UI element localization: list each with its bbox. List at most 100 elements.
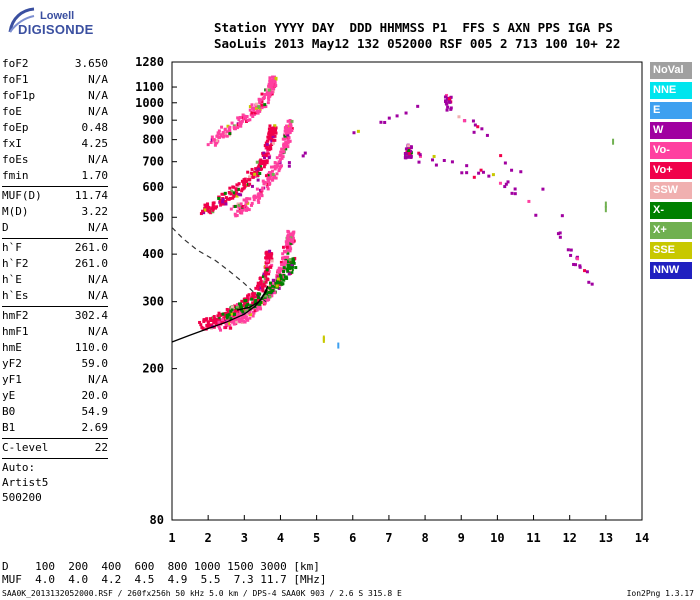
echo-point [235,312,239,316]
echo-point [221,318,225,322]
echo-point [220,192,224,196]
echo-point [235,309,239,313]
echo-point [252,311,256,315]
echo-point [256,281,260,285]
echo-point [242,314,246,318]
echo-point [227,317,231,321]
echo-point [289,124,293,128]
echo-point [265,254,269,258]
echo-point [255,308,259,312]
echo-point [282,256,286,260]
echo-point [247,311,251,315]
echo-point [267,269,271,273]
echo-point [258,196,262,200]
echo-point [273,124,277,128]
logo-line-1: Lowell [40,10,75,22]
echo-point [248,108,252,112]
echo-point [250,297,254,301]
x-tick-label: 1 [168,531,175,545]
echo-point [291,259,295,263]
param-row-foep: foEp 0.48 [2,120,108,136]
echo-point [282,278,286,282]
echo-point [290,266,294,270]
echo-point [243,114,247,118]
y-tick-label: 300 [142,295,164,309]
echo-point [205,202,209,206]
echo-point [245,200,249,204]
echo-point [406,148,410,152]
echo-point [266,135,270,139]
echo-point [271,141,275,145]
echo-point [285,245,289,249]
echo-point [250,103,254,107]
echo-point [282,264,286,268]
echo-point [267,174,271,178]
logo-line-2: DIGISONDE [18,22,94,37]
echo-point [288,126,292,130]
echo-point [258,109,262,113]
echo-point [271,278,275,282]
echo-point [569,248,573,252]
echo-point [214,319,218,323]
echo-point [273,134,277,138]
echo-point [266,154,270,158]
echo-point [215,134,219,138]
legend-item-nnw: NNW [650,262,692,279]
echo-point [263,144,267,148]
echo-point [263,277,267,281]
y-tick-label: 80 [150,513,164,527]
echo-point [229,326,233,330]
echo-point [266,179,270,183]
echo-point [253,172,257,176]
echo-point [585,270,589,274]
echo-point [212,325,216,329]
param-name: B0 [2,405,16,418]
echo-point [256,170,260,174]
param-value: N/A [88,221,108,234]
echo-point [238,313,242,317]
echo-point [444,101,448,105]
echo-point [265,268,269,272]
echo-point [248,307,252,311]
echo-point [290,268,294,272]
param-row-mufd: MUF(D) 11.74 [2,188,108,204]
echo-point [291,236,295,240]
echo-point [272,75,276,79]
echo-point [232,312,236,316]
echo-point [251,294,255,298]
echo-point [293,256,297,260]
param-row-hme: hmE 110.0 [2,340,108,356]
param-name: hmE [2,341,22,354]
echo-point [251,175,255,179]
echo-point [221,320,225,324]
echo-point [235,191,239,195]
echo-point [225,307,229,311]
echo-point [541,187,545,191]
x-tick-label: 6 [349,531,356,545]
echo-point [241,187,245,191]
echo-point [276,162,280,166]
echo-point [206,208,210,212]
echo-point [243,301,247,305]
echo-point [267,88,271,92]
echo-point [273,291,277,295]
echo-point [251,292,255,296]
echo-point [290,129,294,133]
echo-point [263,301,267,305]
echo-point [268,91,272,95]
param-name: yF1 [2,373,22,386]
echo-point [445,93,449,97]
echo-point [227,190,231,194]
echo-point [266,289,270,293]
echo-point [265,263,269,267]
echo-point [231,185,235,189]
x-tick-label: 2 [205,531,212,545]
x-tick-label: 5 [313,531,320,545]
echo-point [223,191,227,195]
echo-point [229,207,233,211]
echo-point [242,316,246,320]
echo-point [242,198,246,202]
echo-point [260,189,264,193]
echo-point [224,311,228,315]
echo-point [270,169,274,173]
